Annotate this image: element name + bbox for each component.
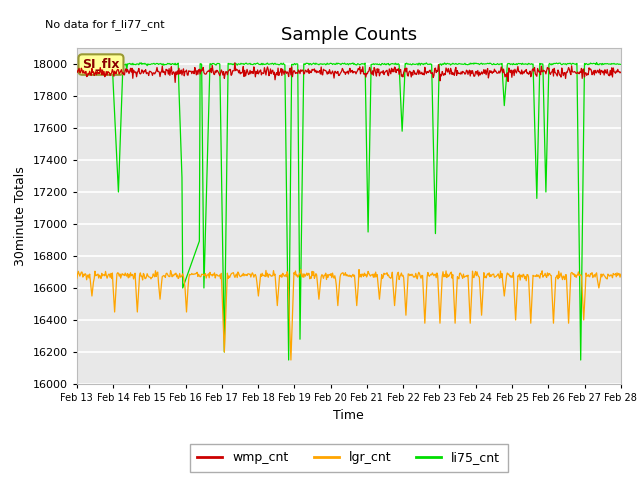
Y-axis label: 30minute Totals: 30minute Totals	[14, 166, 27, 266]
Title: Sample Counts: Sample Counts	[281, 25, 417, 44]
Text: SI_flx: SI_flx	[82, 58, 120, 71]
Text: No data for f_li77_cnt: No data for f_li77_cnt	[45, 19, 164, 30]
Legend: wmp_cnt, lgr_cnt, li75_cnt: wmp_cnt, lgr_cnt, li75_cnt	[190, 444, 508, 472]
X-axis label: Time: Time	[333, 408, 364, 421]
